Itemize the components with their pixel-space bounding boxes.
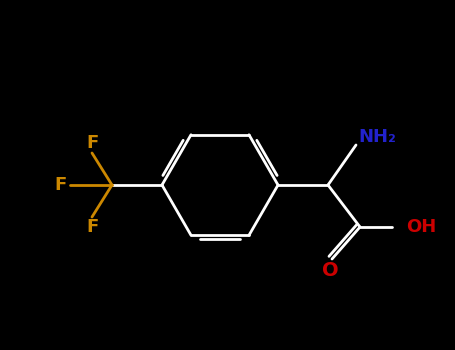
Text: NH₂: NH₂ [358,128,396,146]
Text: OH: OH [406,218,436,236]
Text: F: F [86,218,98,236]
Text: O: O [322,261,339,280]
Text: F: F [54,176,66,194]
Text: F: F [86,134,98,152]
